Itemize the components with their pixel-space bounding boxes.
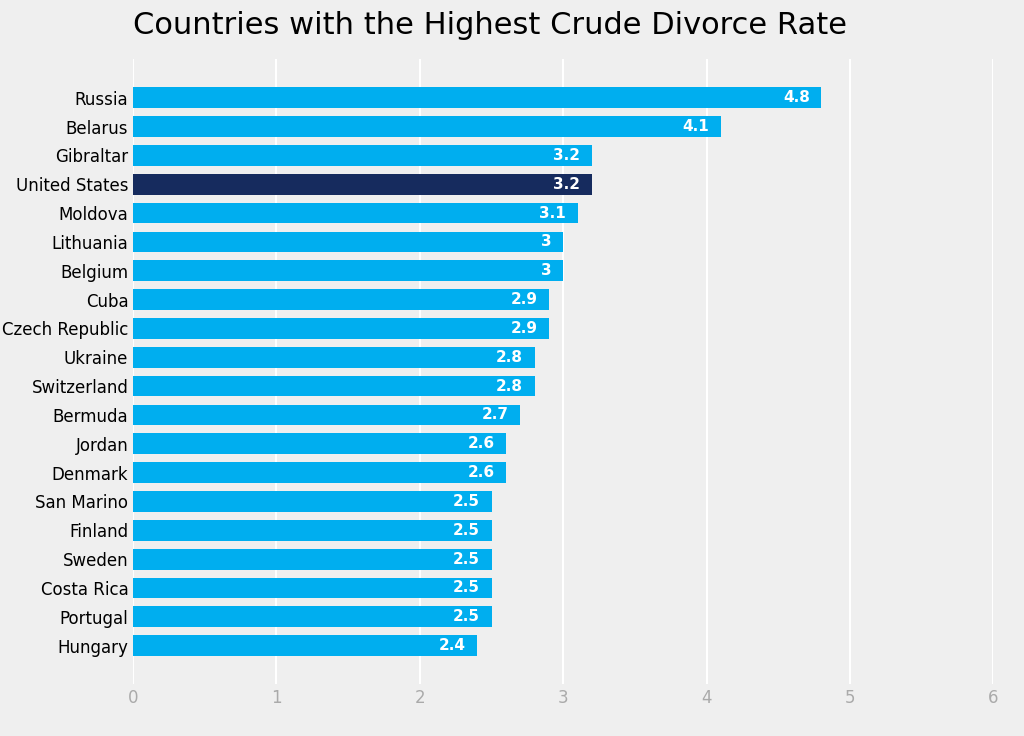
Bar bbox=[133, 549, 492, 570]
Bar bbox=[133, 375, 535, 397]
Bar bbox=[133, 232, 563, 252]
Text: 2.9: 2.9 bbox=[510, 292, 538, 307]
Bar bbox=[133, 318, 549, 339]
Text: 3.1: 3.1 bbox=[540, 205, 566, 221]
Bar bbox=[133, 88, 821, 108]
Text: 3: 3 bbox=[541, 263, 552, 278]
Text: 3.2: 3.2 bbox=[553, 148, 581, 163]
Bar bbox=[133, 434, 506, 454]
Bar bbox=[133, 491, 492, 512]
Bar bbox=[133, 578, 492, 598]
Text: 2.8: 2.8 bbox=[496, 378, 523, 394]
Bar bbox=[133, 202, 578, 224]
Text: 2.7: 2.7 bbox=[481, 408, 509, 422]
Bar bbox=[133, 520, 492, 541]
Text: 3.2: 3.2 bbox=[553, 177, 581, 191]
Text: 2.5: 2.5 bbox=[453, 581, 480, 595]
Bar bbox=[133, 606, 492, 627]
Bar bbox=[133, 116, 721, 137]
Bar bbox=[133, 289, 549, 310]
Text: 4.8: 4.8 bbox=[783, 91, 810, 105]
Text: 2.6: 2.6 bbox=[467, 436, 495, 451]
Text: 2.4: 2.4 bbox=[438, 638, 466, 653]
Text: 2.8: 2.8 bbox=[496, 350, 523, 365]
Text: 4.1: 4.1 bbox=[683, 119, 710, 134]
Text: 2.5: 2.5 bbox=[453, 494, 480, 509]
Text: 2.6: 2.6 bbox=[467, 465, 495, 480]
Text: 3: 3 bbox=[541, 234, 552, 250]
Bar bbox=[133, 405, 520, 425]
Text: Countries with the Highest Crude Divorce Rate: Countries with the Highest Crude Divorce… bbox=[133, 11, 847, 40]
Text: 2.5: 2.5 bbox=[453, 523, 480, 538]
Bar bbox=[133, 174, 592, 194]
Bar bbox=[133, 462, 506, 483]
Text: 2.5: 2.5 bbox=[453, 609, 480, 624]
Bar bbox=[133, 635, 477, 656]
Bar bbox=[133, 261, 563, 281]
Text: 2.9: 2.9 bbox=[510, 321, 538, 336]
Text: 2.5: 2.5 bbox=[453, 552, 480, 567]
Bar bbox=[133, 347, 535, 368]
Bar bbox=[133, 145, 592, 166]
